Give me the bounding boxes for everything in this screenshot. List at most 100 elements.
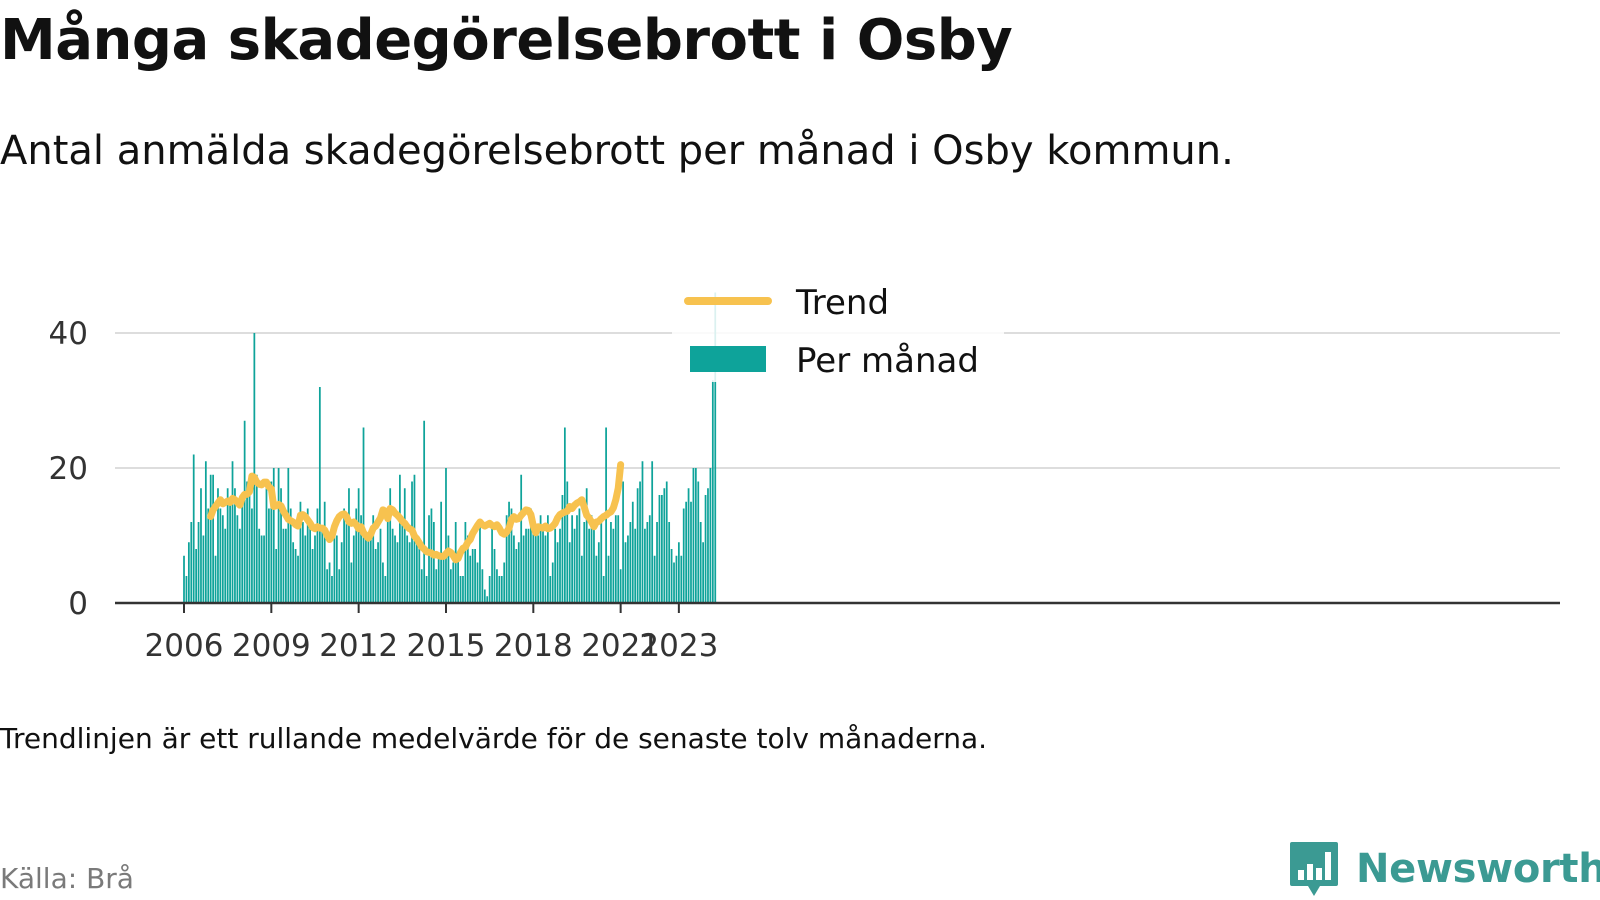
bar bbox=[333, 528, 336, 603]
newsworthy-logo-icon bbox=[1290, 842, 1338, 896]
bar bbox=[292, 542, 295, 603]
bar bbox=[270, 481, 273, 603]
bar bbox=[704, 495, 707, 603]
bar bbox=[425, 576, 428, 603]
bar bbox=[498, 576, 501, 603]
bar bbox=[486, 596, 489, 603]
bar bbox=[445, 468, 447, 603]
chart-subtitle: Antal anmälda skadegörelsebrott per måna… bbox=[0, 128, 1234, 174]
bar bbox=[673, 562, 675, 603]
bar bbox=[382, 562, 384, 603]
bar bbox=[418, 542, 421, 603]
bar bbox=[644, 528, 646, 603]
bar bbox=[258, 528, 261, 603]
bar bbox=[617, 515, 620, 603]
bar bbox=[627, 535, 629, 603]
bar bbox=[185, 576, 188, 603]
bar bbox=[316, 508, 319, 603]
bar bbox=[597, 542, 600, 603]
bar bbox=[221, 515, 224, 603]
bar bbox=[661, 495, 663, 603]
bar bbox=[612, 528, 615, 603]
bar bbox=[304, 535, 307, 603]
bar bbox=[459, 576, 462, 603]
bar bbox=[610, 522, 612, 603]
bar bbox=[229, 501, 231, 603]
bar bbox=[236, 515, 239, 603]
bar bbox=[656, 522, 658, 603]
bar bbox=[224, 528, 227, 603]
bar bbox=[231, 461, 234, 603]
legend-trend-label: Trend bbox=[795, 283, 889, 323]
bar bbox=[520, 474, 523, 603]
bar bbox=[537, 535, 540, 603]
bar bbox=[238, 528, 241, 603]
bar bbox=[263, 535, 265, 603]
legend-bar-swatch bbox=[690, 346, 766, 372]
bar bbox=[658, 495, 661, 603]
bar bbox=[435, 569, 438, 603]
bar bbox=[357, 488, 360, 603]
bar bbox=[622, 481, 624, 603]
bar bbox=[384, 576, 387, 603]
bar bbox=[619, 569, 622, 603]
bar bbox=[297, 555, 299, 603]
bar bbox=[442, 555, 445, 603]
bar bbox=[350, 562, 353, 603]
bar bbox=[195, 549, 198, 603]
bar bbox=[515, 549, 518, 603]
bar bbox=[634, 528, 637, 603]
bar bbox=[255, 474, 258, 603]
bar bbox=[226, 488, 229, 603]
bar bbox=[588, 528, 590, 603]
bar bbox=[285, 528, 287, 603]
x-tick-label: 2009 bbox=[232, 628, 311, 664]
bar bbox=[476, 562, 479, 603]
bar bbox=[183, 555, 185, 603]
bar bbox=[209, 474, 212, 603]
bar bbox=[437, 555, 440, 603]
bar bbox=[420, 569, 423, 603]
bar bbox=[702, 542, 704, 603]
bar bbox=[583, 522, 586, 603]
bar bbox=[471, 549, 474, 603]
bar bbox=[532, 515, 535, 603]
bar bbox=[542, 528, 544, 603]
bar bbox=[234, 488, 236, 603]
bar bbox=[251, 508, 253, 603]
bar bbox=[272, 468, 275, 603]
bar bbox=[408, 542, 411, 603]
chart-title: Många skadegörelsebrott i Osby bbox=[0, 8, 1013, 73]
bar bbox=[624, 542, 627, 603]
bar bbox=[362, 427, 365, 603]
bar bbox=[394, 535, 396, 603]
bar bbox=[544, 535, 547, 603]
bar bbox=[306, 508, 309, 603]
bar bbox=[692, 468, 695, 603]
bar bbox=[403, 488, 406, 603]
bar bbox=[401, 522, 404, 603]
bar bbox=[479, 522, 481, 603]
x-tick-label: 2012 bbox=[319, 628, 398, 664]
bar bbox=[287, 468, 290, 603]
bar bbox=[399, 474, 401, 603]
bar bbox=[331, 576, 333, 603]
bar bbox=[687, 488, 690, 603]
bar bbox=[190, 522, 193, 603]
bar bbox=[423, 420, 426, 603]
bar bbox=[653, 555, 656, 603]
bar bbox=[294, 549, 297, 603]
bar bbox=[406, 535, 409, 603]
bar bbox=[547, 515, 549, 603]
bar bbox=[386, 522, 389, 603]
bar bbox=[685, 501, 688, 603]
bar bbox=[631, 501, 634, 603]
bar bbox=[663, 488, 666, 603]
bar bbox=[311, 549, 314, 603]
bar bbox=[595, 555, 598, 603]
bar bbox=[214, 555, 217, 603]
bar bbox=[670, 549, 673, 603]
x-tick-label: 2015 bbox=[407, 628, 486, 664]
bar bbox=[675, 555, 678, 603]
